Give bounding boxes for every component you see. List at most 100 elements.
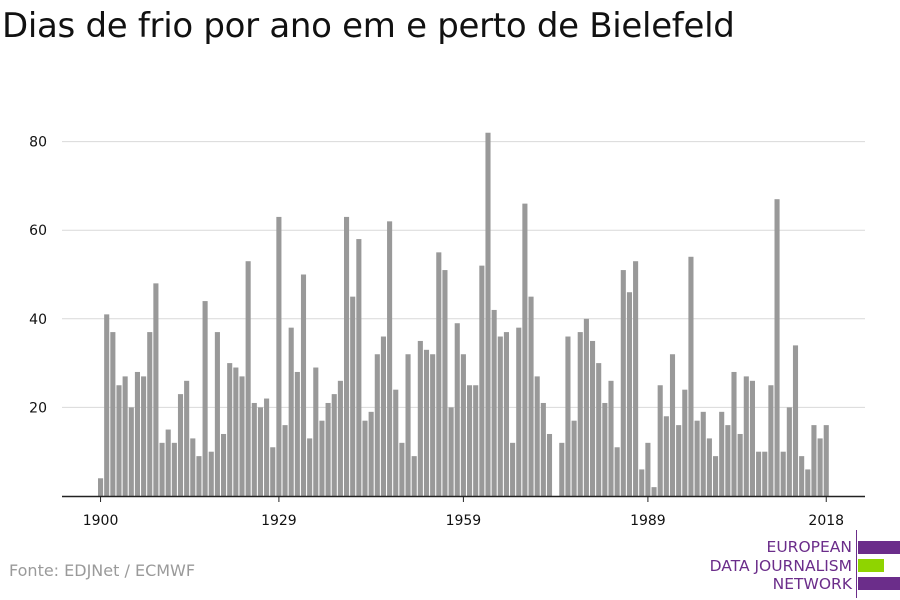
bar-1953	[423, 349, 430, 496]
bar-1949	[399, 442, 405, 496]
bar-1964	[491, 309, 497, 496]
bar-2011	[780, 451, 786, 496]
source-text: Fonte: EDJNet / ECMWF	[9, 561, 196, 580]
bar-1924	[245, 261, 251, 496]
bar-1956	[442, 270, 448, 496]
bar-1998	[700, 411, 706, 496]
bar-1925	[251, 402, 257, 496]
bar-1989	[645, 442, 651, 496]
bar-1982	[602, 402, 608, 496]
bar-1931	[288, 327, 294, 496]
bar-2010	[774, 199, 780, 496]
y-tick-label: 80	[29, 135, 47, 151]
bar-1954	[430, 354, 436, 496]
y-axis-ticks: 20 40 60 80	[29, 135, 47, 417]
y-tick-label: 40	[29, 312, 47, 328]
bar-1977	[571, 420, 577, 496]
bar-2016	[811, 425, 817, 496]
bar-1932	[294, 371, 300, 496]
gridlines	[62, 141, 865, 408]
bar-1959	[460, 354, 466, 496]
bar-1920	[221, 433, 227, 496]
bar-1923	[239, 376, 245, 496]
bar-1922	[233, 367, 239, 496]
bar-1975	[559, 442, 565, 496]
logo-divider	[856, 530, 857, 598]
bar-1985	[620, 270, 626, 496]
bar-1928	[270, 447, 276, 496]
bar-1939	[337, 380, 343, 496]
bar-1990	[651, 487, 657, 496]
bar-1906	[134, 371, 140, 496]
bar-1955	[436, 252, 442, 496]
bar-1943	[362, 420, 368, 496]
x-tick-label: 1959	[446, 513, 482, 529]
x-tick-label: 1929	[261, 513, 297, 529]
bar-1911	[165, 429, 171, 496]
bar-1978	[577, 332, 583, 496]
bar-1929	[276, 216, 282, 496]
bar-1915	[190, 438, 196, 496]
bar-1967	[510, 442, 516, 496]
bar-1917	[202, 301, 208, 496]
logo-bar-purple-top	[858, 541, 900, 554]
bar-1905	[128, 407, 134, 496]
bar-1971	[534, 376, 540, 496]
bar-1966	[503, 332, 509, 496]
logo-line-3: NETWORK	[772, 575, 852, 593]
bar-1907	[141, 376, 147, 496]
bar-1962	[479, 265, 485, 496]
bar-1950	[405, 354, 411, 496]
bar-1984	[614, 447, 620, 496]
bar-2001	[719, 411, 725, 496]
bar-2014	[799, 456, 805, 496]
bar-2002	[725, 425, 731, 496]
bar-2008	[762, 451, 768, 496]
bar-1941	[350, 296, 356, 496]
bar-1945	[374, 354, 380, 496]
x-tick-label: 1900	[83, 513, 119, 529]
bar-1946	[380, 336, 386, 496]
bar-1988	[639, 469, 645, 496]
bar-1996	[688, 256, 694, 496]
bar-1991	[657, 385, 663, 496]
bar-1947	[387, 221, 393, 496]
logo-line-1: EUROPEAN	[766, 538, 852, 556]
bar-1983	[608, 380, 614, 496]
bar-1973	[546, 433, 553, 496]
bar-1937	[325, 402, 331, 496]
bar-1934	[307, 438, 313, 496]
bar-1900	[98, 478, 104, 496]
bar-1919	[214, 332, 220, 496]
logo-bar-green	[858, 559, 884, 572]
y-tick-label: 20	[29, 400, 47, 416]
x-axis-ticks: 1900 1929 1959 1989 2018	[83, 496, 844, 529]
bar-1995	[682, 389, 688, 496]
bar-2005	[743, 376, 749, 496]
bar-1912	[171, 442, 177, 496]
bar-1901	[104, 314, 110, 496]
bar-1997	[694, 420, 700, 496]
bar-1979	[583, 318, 589, 496]
bar-1970	[528, 296, 534, 496]
bar-2007	[756, 451, 762, 496]
bar-1930	[282, 425, 288, 496]
bar-1921	[227, 363, 233, 496]
bar-1980	[590, 340, 596, 496]
bar-1961	[473, 385, 479, 496]
bar-1958	[454, 323, 460, 496]
bar-1965	[497, 336, 503, 496]
bar-1913	[177, 394, 184, 496]
bar-1914	[184, 380, 190, 496]
bar-1935	[313, 367, 319, 496]
bar-1968	[516, 327, 522, 496]
bar-1999	[706, 438, 712, 496]
bar-2017	[817, 438, 823, 496]
bar-2012	[786, 407, 792, 496]
bar-2013	[792, 345, 799, 496]
bar-1944	[368, 411, 374, 496]
bar-2000	[713, 456, 719, 496]
bar-2006	[749, 380, 755, 496]
bar-1904	[122, 376, 128, 496]
x-tick-label: 2018	[808, 513, 844, 529]
